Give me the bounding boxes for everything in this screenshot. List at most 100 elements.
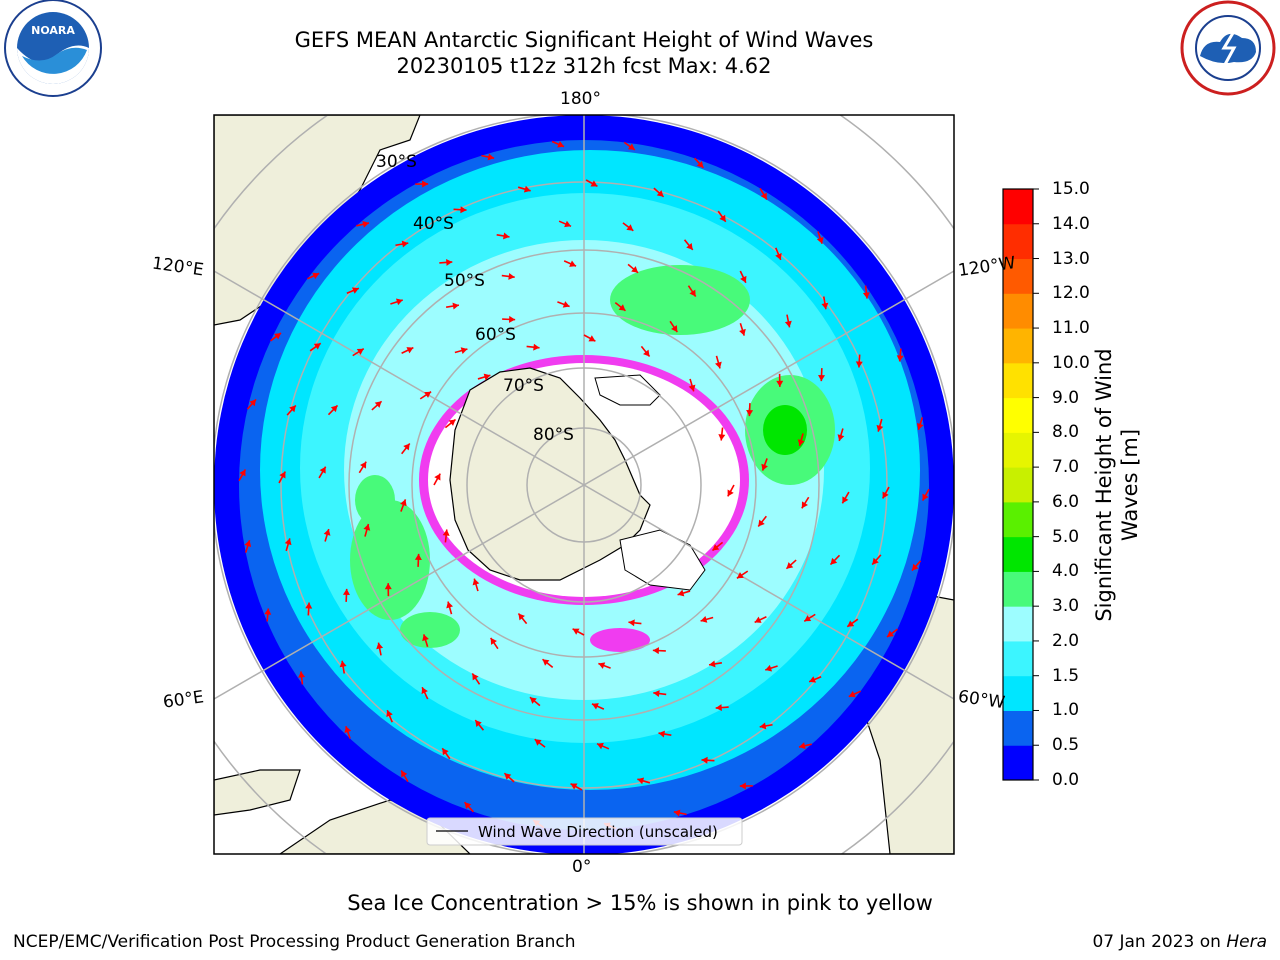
wave-arrow-head: [356, 348, 364, 355]
wave-arrow-head: [712, 544, 720, 551]
wave-arrow-head: [360, 461, 367, 469]
colorbar-tick-label: 2.0: [1052, 630, 1080, 651]
nws-logo-icon: [1180, 0, 1276, 96]
wave-arrow-head: [776, 380, 784, 387]
wave-arrow-head: [351, 287, 359, 294]
wave-arrow-head: [342, 588, 350, 596]
wave-arrow-head: [801, 501, 808, 509]
wave-arrow-head: [374, 401, 382, 408]
wave-arrow-head: [472, 673, 479, 681]
wave-arrow-head: [464, 802, 472, 810]
colorbar-segment: [1003, 293, 1033, 329]
colorbar-tick-label: 14.0: [1052, 213, 1090, 234]
wave-arrow-head: [475, 720, 482, 727]
lat-label-40s: 40°S: [413, 214, 454, 234]
colorbar-segment: [1003, 189, 1033, 225]
wave-arrow-head: [446, 601, 453, 609]
wave-arrow-head: [533, 343, 540, 351]
wave-arrow-head: [274, 333, 281, 340]
colorbar: [1002, 188, 1039, 781]
wave-arrow-head: [736, 572, 744, 579]
wave-arrow-head: [671, 325, 678, 333]
wave-arrow-head: [754, 616, 762, 623]
colorbar-tick-label: 1.0: [1052, 700, 1080, 721]
map-subtitle: 20230105 t12z 312h fcst Max: 4.62: [396, 54, 772, 78]
wave-arrow-head: [809, 676, 817, 683]
wave-arrow-head: [504, 773, 512, 780]
colorbar-tick-label: 9.0: [1052, 387, 1080, 408]
wave-arrow-head: [362, 220, 369, 228]
wave-arrow-head: [312, 272, 320, 280]
colorbar-segment: [1003, 640, 1033, 677]
wave-arrow-head: [542, 659, 550, 666]
wave-arrow-head: [700, 616, 708, 623]
colorbar-segment: [1003, 606, 1033, 642]
wave-arrow-head: [534, 739, 542, 746]
colorbar-segment: [1003, 571, 1033, 607]
colorbar-tick-label: 1.5: [1052, 665, 1080, 686]
wave-arrow-head: [414, 553, 422, 561]
colorbar-segment: [1003, 745, 1033, 781]
wave-arrow-head: [590, 180, 598, 187]
wave-arrow-head: [677, 589, 685, 597]
colorbar-segment: [1003, 432, 1033, 468]
lon-label-180: 180°: [560, 89, 601, 109]
wave-arrow-head: [452, 302, 459, 310]
run-date: 07 Jan 2023 on Hera: [1092, 932, 1267, 952]
colorbar-tick-label: 0.5: [1052, 735, 1080, 756]
wave-arrow-head: [249, 399, 257, 407]
run-system: Hera: [1226, 932, 1267, 952]
wave-arrow-head: [289, 405, 296, 413]
wave-arrow-head: [673, 809, 681, 817]
wave-arrow-head: [523, 185, 531, 193]
wave-arrow-head: [896, 355, 904, 362]
wave-arrow-head: [518, 613, 525, 621]
colorbar-segment: [1003, 328, 1033, 364]
wave-arrow-head: [403, 443, 410, 451]
wave-arrow-head: [434, 473, 441, 481]
wave-arrow-head: [837, 434, 845, 441]
wave-arrow-head: [922, 493, 929, 501]
wave-arrow-head: [804, 615, 812, 622]
sea-ice-note: Sea Ice Concentration > 15% is shown in …: [347, 891, 933, 915]
wave-arrow-head: [775, 252, 782, 260]
wave-arrow-head: [631, 266, 639, 273]
colorbar-title: Significant Height of Wind Waves [m]: [1092, 348, 1142, 622]
colorbar-segment: [1003, 501, 1033, 538]
lon-label-0: 0°: [572, 857, 592, 877]
wave-arrow-head: [626, 224, 634, 231]
wave-arrow-head: [784, 320, 792, 328]
lat-label-60s: 60°S: [475, 325, 516, 345]
colorbar-segment: [1003, 710, 1033, 746]
wave-arrow-head: [656, 190, 664, 197]
wave-arrow-head: [529, 697, 537, 704]
wave-arrow-head: [715, 361, 722, 369]
wave-arrow-head: [637, 777, 645, 785]
wave-arrow-head: [709, 660, 716, 668]
wave-direction-arrows: [238, 140, 930, 830]
wave-arrow-head: [862, 292, 870, 299]
wave-arrow-head: [686, 243, 693, 250]
colorbar-segment: [1003, 258, 1033, 294]
wave-arrow-head: [483, 373, 491, 381]
wave-arrow-head: [401, 240, 409, 248]
wave-arrow-head: [689, 289, 696, 297]
wave-arrow-head: [323, 529, 331, 536]
wave-arrow-head: [264, 608, 272, 615]
wave-arrow-head: [446, 258, 453, 266]
wave-arrow-head: [876, 424, 884, 432]
colorbar-tick-label: 13.0: [1052, 248, 1090, 269]
colorbar-segment: [1003, 675, 1033, 711]
wave-arrow-head: [760, 192, 767, 200]
wave-arrow-head: [424, 391, 432, 398]
wave-arrow-head: [818, 374, 826, 382]
colorbar-segment: [1003, 397, 1033, 433]
wave-arrow-head: [363, 524, 371, 531]
wave-arrow-head: [339, 660, 347, 668]
wave-arrow-head: [786, 562, 794, 569]
wave-arrow-head: [319, 466, 326, 474]
colorbar-tick-label: 3.0: [1052, 596, 1080, 617]
wave-arrow-head: [740, 275, 747, 283]
legend-label: Wind Wave Direction (unscaled): [478, 823, 718, 841]
colorbar-tick-label: 6.0: [1052, 491, 1080, 512]
